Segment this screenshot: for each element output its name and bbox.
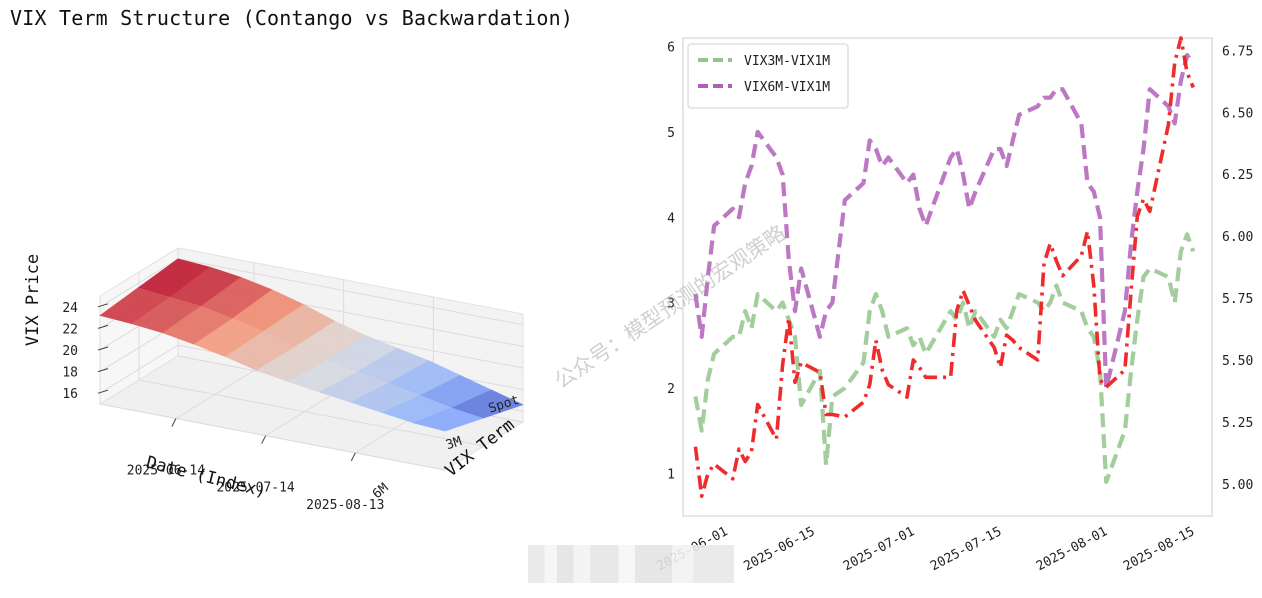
x-tick-label: 2025-07-15 — [928, 524, 1004, 574]
y-right-tick-label: 6.50 — [1222, 106, 1253, 121]
series-line-1 — [693, 232, 1196, 484]
date-tick-label: 2025-06-14 — [127, 464, 205, 479]
z-tick-label: 16 — [62, 387, 78, 402]
z-tick-label: 20 — [62, 344, 78, 359]
term-tick-label: 3M — [444, 434, 464, 453]
vix-3d-surface-plot: 16 18 20 22 24 2025-06-14 2025-07-14 2025-08-13… — [23, 247, 525, 513]
x-tick-label: 2025-07-01 — [841, 524, 917, 574]
y-right-tick-label: 6.25 — [1222, 168, 1253, 183]
series-line-2 — [693, 52, 1195, 391]
legend-entry: VIX6M-VIX1M — [744, 80, 830, 95]
y-right-tick-label: 5.50 — [1222, 354, 1253, 369]
y-left-tick-label: 3 — [667, 297, 675, 312]
date-tick-label: 2025-08-13 — [306, 498, 384, 513]
z-tick-label: 18 — [62, 366, 78, 381]
y-right-tick-label: 5.00 — [1222, 478, 1253, 493]
line-chart-series — [693, 36, 1196, 499]
z-tick-label: 22 — [62, 322, 78, 337]
blurred-caption — [528, 545, 734, 583]
date-tick-label: 2025-07-14 — [216, 481, 294, 496]
y-right-tick-label: 5.75 — [1222, 292, 1253, 307]
y-left-tick-label: 6 — [667, 41, 675, 56]
y-left-tick-label: 5 — [667, 126, 675, 141]
legend: VIX3M-VIX1M VIX6M-VIX1M — [687, 43, 849, 109]
z-axis-label: VIX Price — [23, 254, 43, 346]
y-left-tick-label: 1 — [667, 467, 675, 482]
series-line-3 — [693, 36, 1195, 499]
x-tick-label: 2025-08-15 — [1121, 524, 1197, 574]
legend-entry: VIX3M-VIX1M — [744, 54, 830, 69]
y-left-tick-label: 4 — [667, 211, 675, 226]
x-tick-label: 2025-08-01 — [1034, 524, 1110, 574]
3d-surface-patches — [99, 258, 524, 432]
y-right-tick-label: 6.00 — [1222, 230, 1253, 245]
y-right-tick-label: 5.25 — [1222, 416, 1253, 431]
y-left-tick-label: 2 — [667, 382, 675, 397]
surface-patch — [451, 389, 524, 419]
x-tick-label: 2025-06-15 — [741, 524, 817, 574]
z-tick-label: 24 — [62, 301, 78, 316]
chart-title: VIX Term Structure (Contango vs Backward… — [10, 6, 574, 30]
y-right-tick-label: 6.75 — [1222, 44, 1253, 59]
